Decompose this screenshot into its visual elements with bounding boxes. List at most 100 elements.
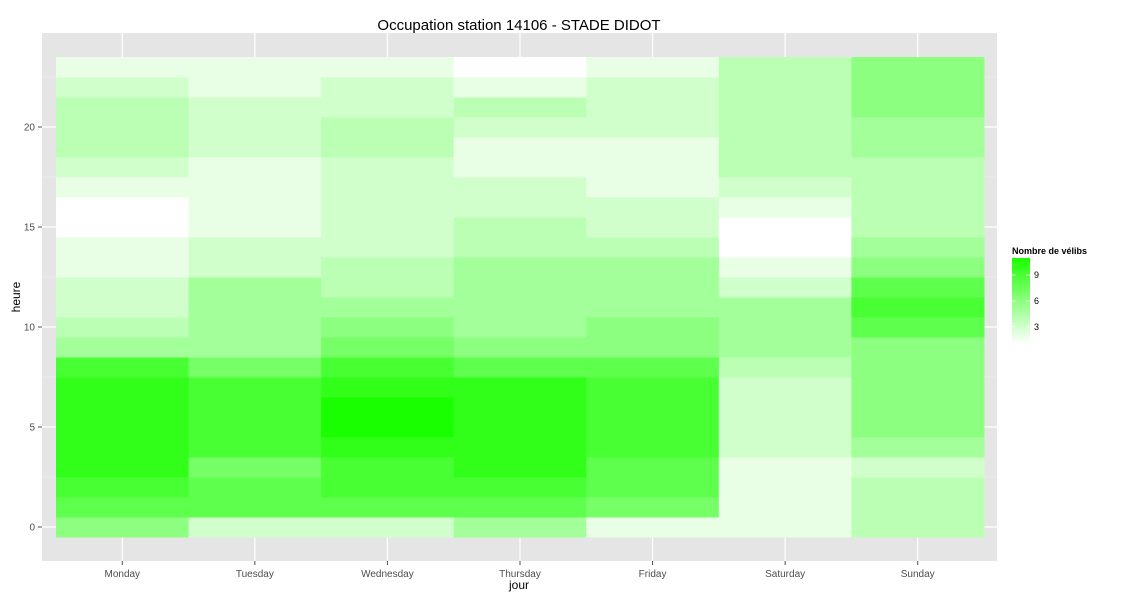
legend-tick-label: 3 <box>1034 322 1039 332</box>
y-tick-label: 10 <box>24 323 36 334</box>
heatmap-cell <box>453 57 587 78</box>
heatmap-cell <box>56 237 190 258</box>
heatmap-cell <box>586 277 720 298</box>
heatmap-cell <box>321 377 455 398</box>
heatmap-cell <box>586 397 720 418</box>
heatmap-cell <box>851 337 985 358</box>
heatmap-cell <box>188 337 322 358</box>
heatmap-cell <box>56 157 190 178</box>
legend-colorbar <box>1012 258 1030 344</box>
heatmap-cell <box>56 337 190 358</box>
heatmap-cell <box>56 77 190 98</box>
heatmap-cell <box>718 517 852 538</box>
heatmap-cell <box>188 417 322 438</box>
heatmap-cell <box>851 477 985 498</box>
heatmap-cell <box>321 257 455 278</box>
heatmap-cell <box>718 397 852 418</box>
heatmap-cell <box>321 77 455 98</box>
heatmap-cell <box>586 317 720 338</box>
heatmap-cell <box>56 277 190 298</box>
heatmap-cell <box>56 297 190 318</box>
heatmap-cell <box>188 197 322 218</box>
heatmap-cell <box>851 257 985 278</box>
heatmap-cell <box>188 157 322 178</box>
heatmap-cell <box>453 257 587 278</box>
heatmap-cell <box>453 337 587 358</box>
x-tick-label: Sunday <box>901 569 935 580</box>
heatmap-cell <box>56 357 190 378</box>
heatmap-cell <box>321 137 455 158</box>
heatmap-cell <box>718 457 852 478</box>
heatmap-cell <box>56 377 190 398</box>
legend: Nombre de vélibs 3 6 9 <box>1012 246 1087 344</box>
heatmap-cell <box>718 197 852 218</box>
x-tick-label: Thursday <box>499 569 541 580</box>
heatmap-cell <box>851 57 985 78</box>
heatmap-cell <box>851 237 985 258</box>
heatmap-cell <box>321 317 455 338</box>
y-tick-label: 15 <box>24 223 36 234</box>
heatmap-cell <box>453 97 587 118</box>
heatmap-cell <box>56 117 190 138</box>
x-tick-label: Tuesday <box>236 569 274 580</box>
heatmap-cell <box>321 117 455 138</box>
heatmap-cell <box>718 497 852 518</box>
heatmap-cell <box>851 497 985 518</box>
y-tick-label: 0 <box>29 523 35 534</box>
heatmap-cell <box>453 397 587 418</box>
heatmap-cell <box>851 217 985 238</box>
heatmap-cell <box>851 77 985 98</box>
heatmap-cell <box>56 177 190 198</box>
heatmap-cell <box>188 177 322 198</box>
y-tick-label: 20 <box>24 123 36 134</box>
heatmap-cell <box>321 497 455 518</box>
heatmap-cell <box>453 217 587 238</box>
heatmap-cell <box>851 437 985 458</box>
heatmap-cell <box>188 437 322 458</box>
heatmap-cell <box>321 277 455 298</box>
heatmap-cell <box>586 497 720 518</box>
heatmap-cell <box>188 77 322 98</box>
heatmap-cell <box>56 437 190 458</box>
heatmap-cell <box>718 177 852 198</box>
heatmap-cell <box>56 197 190 218</box>
heatmap-cell <box>321 157 455 178</box>
heatmap-cells <box>56 57 985 538</box>
heatmap-cell <box>321 477 455 498</box>
x-tick-label: Saturday <box>765 569 805 580</box>
x-tick-label: Wednesday <box>361 569 414 580</box>
x-axis-ticks: Monday Tuesday Wednesday Thursday Friday Satu… <box>104 561 935 580</box>
heatmap-cell <box>321 217 455 238</box>
heatmap-cell <box>453 517 587 538</box>
heatmap-cell <box>718 117 852 138</box>
heatmap-cell <box>453 417 587 438</box>
heatmap-cell <box>718 337 852 358</box>
heatmap-cell <box>188 97 322 118</box>
heatmap-cell <box>188 497 322 518</box>
heatmap-cell <box>718 317 852 338</box>
heatmap-cell <box>586 477 720 498</box>
heatmap-cell <box>188 57 322 78</box>
heatmap-cell <box>56 497 190 518</box>
heatmap-cell <box>718 97 852 118</box>
heatmap-cell <box>56 517 190 538</box>
legend-tick-label: 6 <box>1034 296 1039 306</box>
x-tick-label: Friday <box>639 569 667 580</box>
heatmap-cell <box>718 357 852 378</box>
heatmap-cell <box>56 417 190 438</box>
heatmap-cell <box>851 377 985 398</box>
heatmap-cell <box>851 317 985 338</box>
heatmap-cell <box>321 357 455 378</box>
heatmap-cell <box>851 117 985 138</box>
heatmap-cell <box>188 397 322 418</box>
heatmap-cell <box>718 137 852 158</box>
heatmap-cell <box>851 157 985 178</box>
heatmap-cell <box>718 157 852 178</box>
heatmap-cell <box>851 517 985 538</box>
heatmap-cell <box>718 437 852 458</box>
heatmap-cell <box>453 497 587 518</box>
heatmap-cell <box>586 117 720 138</box>
heatmap-cell <box>586 257 720 278</box>
heatmap-cell <box>321 397 455 418</box>
legend-title: Nombre de vélibs <box>1012 246 1087 256</box>
